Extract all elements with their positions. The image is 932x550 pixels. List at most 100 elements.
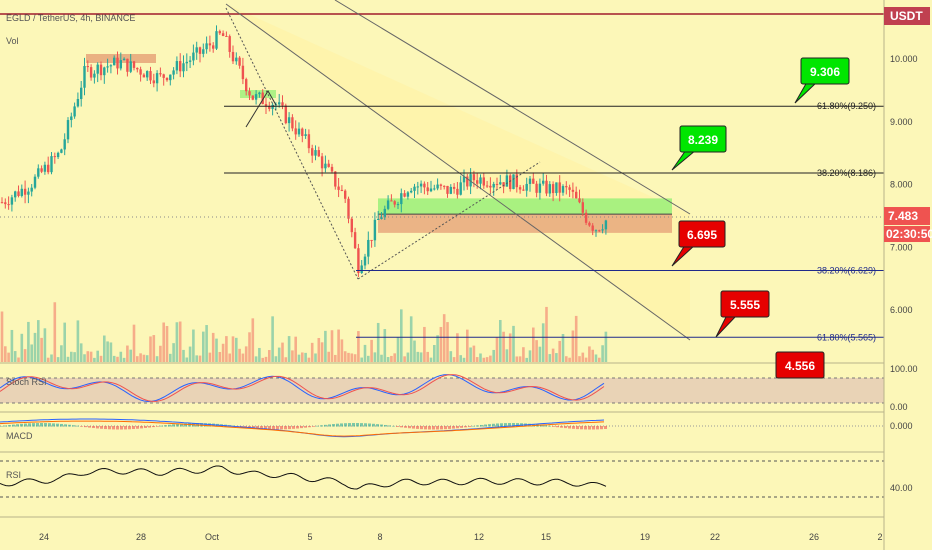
macd-histogram-bar [88,426,91,428]
volume-bar [228,353,231,362]
volume-bar [538,346,542,362]
macd-histogram-bar [36,423,39,427]
candle-body [518,187,522,190]
price-tick-label: 10.000 [890,54,918,64]
candle-body [132,61,136,68]
candle-body [159,73,162,75]
macd-histogram-bar [496,423,499,427]
candle-body [96,64,99,74]
candle-body [116,57,119,69]
price-labels: 7.483 02:30:50 USDT [884,7,932,243]
macd-histogram-bar [160,425,163,427]
macd-histogram-bar [272,426,275,430]
macd-histogram-bar [460,426,463,428]
macd-histogram-bar [28,423,31,427]
candle-body [119,60,122,69]
candle-body [528,178,532,184]
candle-body [27,191,30,195]
macd-histogram-bar [388,425,391,427]
macd-histogram-bar [184,423,187,427]
candle-body [20,188,23,196]
macd-histogram-bar [500,423,503,427]
volume-bar [60,345,63,362]
macd-histogram-bar [332,424,335,427]
candle-body [505,175,509,187]
volume-bar [598,357,601,362]
symbol-title: EGLD / TetherUS, 4h, BINANCE [6,13,135,23]
macd-histogram-bar [580,426,583,430]
candle-body [509,175,512,190]
macd-histogram-bar [76,425,79,427]
candle-body [291,117,294,129]
time-tick-label: 19 [640,532,650,542]
candle-body [254,94,258,100]
candle-body [568,187,571,190]
macd-histogram-bar [492,423,495,427]
candle-body [551,184,555,194]
target-callouts: 9.306 8.239 6.695 5.555 4.556 [671,57,850,379]
candle-body [14,191,17,198]
candle-body [284,105,287,124]
volume-bar [261,357,264,362]
volume-bar [584,357,588,362]
macd-histogram-bar [172,424,175,427]
macd-histogram-bar [100,426,103,429]
volume-bar [452,357,456,362]
candle-body [136,67,139,70]
macd-histogram-bar [464,426,467,428]
candle-body [179,61,182,72]
macd-histogram-bar [488,424,491,427]
fib-level-label: 38.20%(8.186) [817,168,876,178]
volume-bar [198,355,202,362]
volume-bar [413,340,416,362]
volume-bar [406,352,410,362]
volume-bar [558,340,561,362]
volume-bar [532,327,535,362]
macd-histogram-bar [560,426,563,428]
candle-body [7,204,10,206]
volume-bar [70,351,73,362]
volume-bar [568,357,571,362]
candle-body [311,148,314,156]
volume-bar [393,353,396,362]
candle-body [149,71,152,81]
volume-bar [178,321,182,362]
macd-histogram-bar [20,423,23,427]
macd-histogram-bar [48,423,51,427]
macd-histogram-bar [444,426,447,430]
candle-body [347,198,350,219]
volume-bar [525,357,528,362]
candle-body [360,265,363,274]
candle-body [433,188,436,190]
candle-body [198,47,202,54]
candle-body [23,188,27,195]
candle-body [413,186,416,191]
time-tick-label: 15 [541,532,551,542]
volume-bar [175,322,179,362]
candle-body [532,178,535,184]
volume-bar [423,326,426,362]
volume-bar [439,326,443,362]
candle-body [304,134,307,136]
volume-bar [122,357,126,362]
candle-body [466,176,469,187]
macd-histogram-bar [376,424,379,427]
candle-body [10,197,14,205]
candle-body [238,57,241,66]
volume-bar [555,353,558,362]
volume-bars [0,302,608,362]
macd-histogram-bar [596,426,599,430]
volume-bar [565,356,568,362]
candle-body [53,156,56,158]
volume-bar [482,357,486,362]
time-tick-label: 26 [809,532,819,542]
macd-histogram-bar [452,426,455,429]
target-label: 5.555 [730,298,760,312]
macd-histogram-bar [108,426,111,430]
volume-bar [528,350,532,362]
candle-body [287,117,291,124]
macd-histogram-bar [396,426,399,427]
candle-body [485,185,489,187]
